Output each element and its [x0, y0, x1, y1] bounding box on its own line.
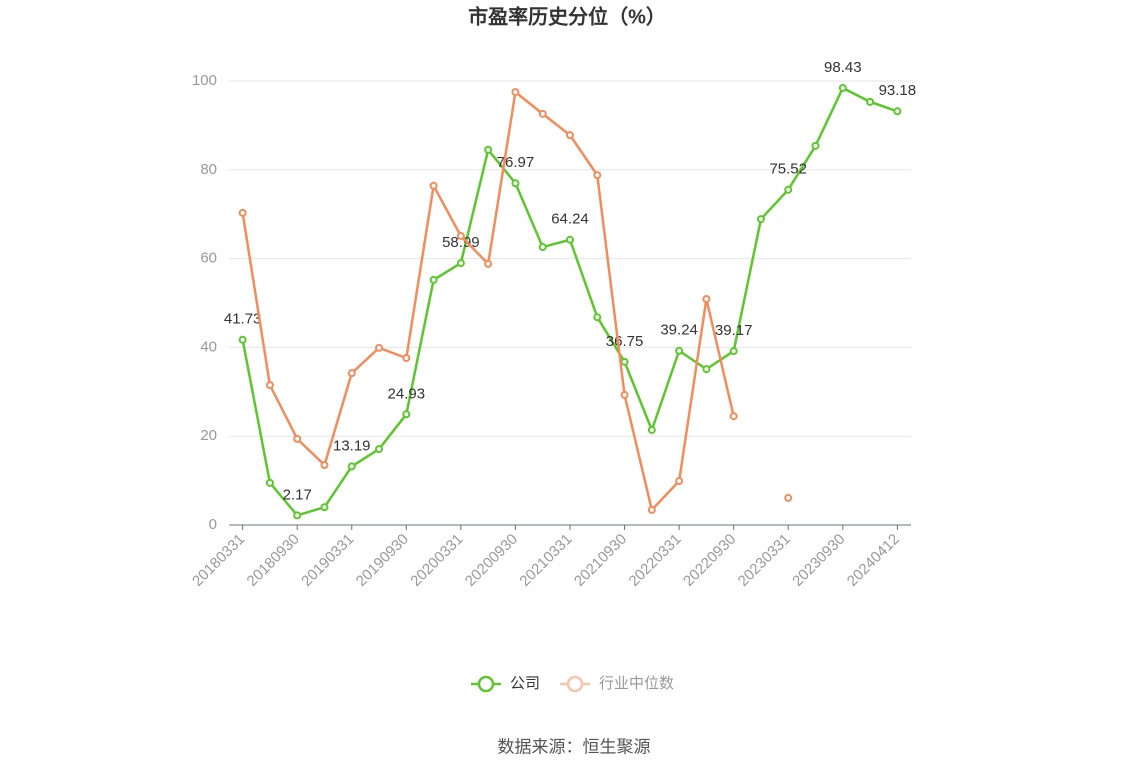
data-point — [784, 493, 793, 502]
y-tick-label: 40 — [200, 338, 217, 355]
data-point — [647, 505, 656, 514]
source-note: 数据来源：恒生聚源 — [498, 737, 651, 756]
data-point — [620, 390, 629, 399]
data-point — [484, 259, 493, 268]
legend-marker — [477, 675, 495, 693]
x-tick-label: 20220331 — [626, 531, 685, 590]
data-point — [811, 141, 820, 150]
y-tick-label: 0 — [209, 516, 217, 533]
data-point — [238, 335, 247, 344]
data-point — [729, 347, 738, 356]
x-tick-label: 20180331 — [189, 531, 248, 590]
data-label: 93.18 — [879, 82, 917, 99]
data-label: 39.17 — [715, 322, 753, 339]
data-point — [702, 365, 711, 374]
data-point — [893, 107, 902, 116]
data-point — [756, 215, 765, 224]
data-point — [702, 295, 711, 304]
data-point — [593, 313, 602, 322]
data-point — [238, 208, 247, 217]
data-point — [402, 410, 411, 419]
data-label: 2.17 — [283, 486, 312, 503]
data-point — [293, 434, 302, 443]
data-label: 64.24 — [551, 211, 589, 228]
legend-label: 公司 — [510, 675, 540, 692]
data-label: 75.52 — [769, 161, 807, 178]
data-point — [265, 478, 274, 487]
data-point — [456, 259, 465, 268]
x-tick-label: 20200331 — [407, 531, 466, 590]
y-tick-label: 80 — [200, 161, 217, 178]
legend-label: 行业中位数 — [599, 675, 674, 692]
data-point — [320, 461, 329, 470]
data-point — [484, 145, 493, 154]
x-tick-label: 20210930 — [571, 531, 630, 590]
data-point — [347, 369, 356, 378]
y-tick-label: 60 — [200, 250, 217, 267]
x-tick-label: 20190331 — [298, 531, 357, 590]
data-point — [675, 346, 684, 355]
data-label: 39.24 — [660, 322, 698, 339]
data-point — [375, 445, 384, 454]
x-tick-label: 20180930 — [244, 531, 303, 590]
x-tick-label: 20220930 — [680, 531, 739, 590]
x-tick-label: 20230331 — [735, 531, 794, 590]
data-point — [647, 425, 656, 434]
chart-title: 市盈率历史分位（%） — [468, 4, 666, 28]
y-tick-label: 20 — [200, 427, 217, 444]
x-tick-label: 20190930 — [353, 531, 412, 590]
data-point — [593, 171, 602, 180]
data-point — [838, 83, 847, 92]
data-point — [866, 97, 875, 106]
y-tick-label: 100 — [192, 72, 217, 89]
data-point — [429, 275, 438, 284]
x-tick-label: 20200930 — [462, 531, 521, 590]
data-point — [293, 511, 302, 520]
data-point — [538, 243, 547, 252]
data-point — [566, 235, 574, 244]
data-point — [566, 131, 574, 140]
data-point — [538, 109, 547, 118]
data-point — [620, 357, 629, 366]
data-point — [675, 477, 684, 486]
data-label: 24.93 — [388, 385, 426, 402]
data-point — [320, 503, 329, 512]
legend-marker — [566, 675, 584, 693]
data-point — [729, 412, 738, 421]
x-tick-label: 20240412 — [844, 531, 903, 590]
data-label: 36.75 — [606, 333, 644, 350]
data-point — [347, 462, 356, 471]
data-label: 98.43 — [824, 59, 862, 76]
x-tick-label: 20230930 — [789, 531, 848, 590]
data-point — [456, 231, 465, 240]
data-point — [375, 343, 384, 352]
data-point — [511, 179, 520, 188]
data-point — [265, 381, 274, 390]
data-point — [784, 185, 793, 194]
data-point — [402, 354, 411, 363]
data-label: 41.73 — [224, 311, 262, 328]
data-point — [511, 88, 520, 97]
data-label: 13.19 — [333, 437, 371, 454]
data-point — [429, 181, 438, 190]
x-tick-label: 20210331 — [516, 531, 575, 590]
